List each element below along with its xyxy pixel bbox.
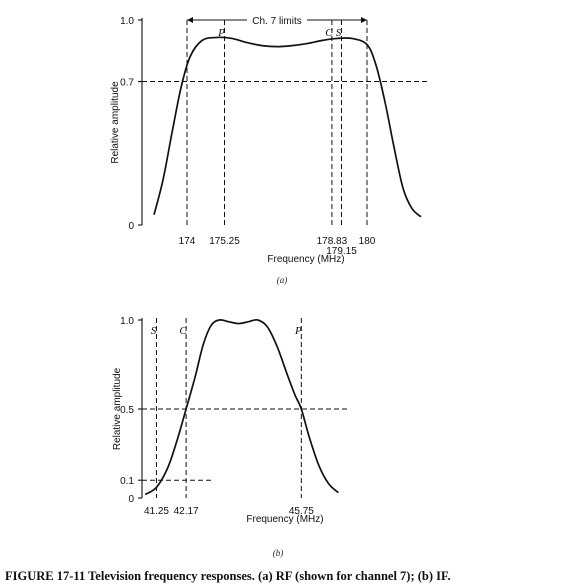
response-curve	[144, 318, 339, 496]
y-tick-label: 0.5	[120, 405, 134, 416]
marker-letter: S	[336, 27, 342, 39]
x-tick-label: 178.83	[317, 236, 348, 247]
marker-letter: C	[179, 325, 187, 337]
y-axis-label: Relative amplitude	[110, 81, 121, 164]
x-tick-label: 175.25	[209, 236, 240, 247]
y-tick-label: 0	[128, 494, 134, 505]
x-tick-label: 179.15	[326, 246, 357, 257]
marker-letter: P	[217, 27, 225, 39]
x-axis-label: Frequency (MHz)	[246, 514, 323, 525]
y-tick-label: 1.0	[120, 316, 134, 327]
marker-letter: C	[325, 27, 333, 39]
panel-sublabel: (a)	[277, 275, 288, 285]
arrowhead-right	[361, 17, 367, 23]
y-tick-label: 0.7	[120, 78, 134, 89]
marker-letter: S	[151, 325, 157, 337]
x-tick-label: 180	[359, 236, 376, 247]
marker-letter: P	[294, 325, 302, 337]
y-tick-label: 0	[128, 221, 134, 232]
y-tick-label: 0.1	[120, 476, 134, 487]
panel-sublabel: (b)	[273, 548, 284, 558]
x-tick-label: 42.17	[174, 506, 199, 517]
response-curve	[153, 36, 422, 218]
range-label: Ch. 7 limits	[252, 16, 301, 27]
x-tick-label: 45.75	[289, 506, 314, 517]
x-tick-label: 174	[179, 236, 196, 247]
x-axis-label: Frequency (MHz)	[267, 254, 344, 265]
y-axis-label: Relative amplitude	[112, 367, 123, 450]
figure-caption: FIGURE 17-11 Television frequency respon…	[5, 569, 451, 583]
y-tick-label: 1.0	[120, 16, 134, 27]
arrowhead-left	[187, 17, 193, 23]
x-tick-label: 41.25	[144, 506, 169, 517]
